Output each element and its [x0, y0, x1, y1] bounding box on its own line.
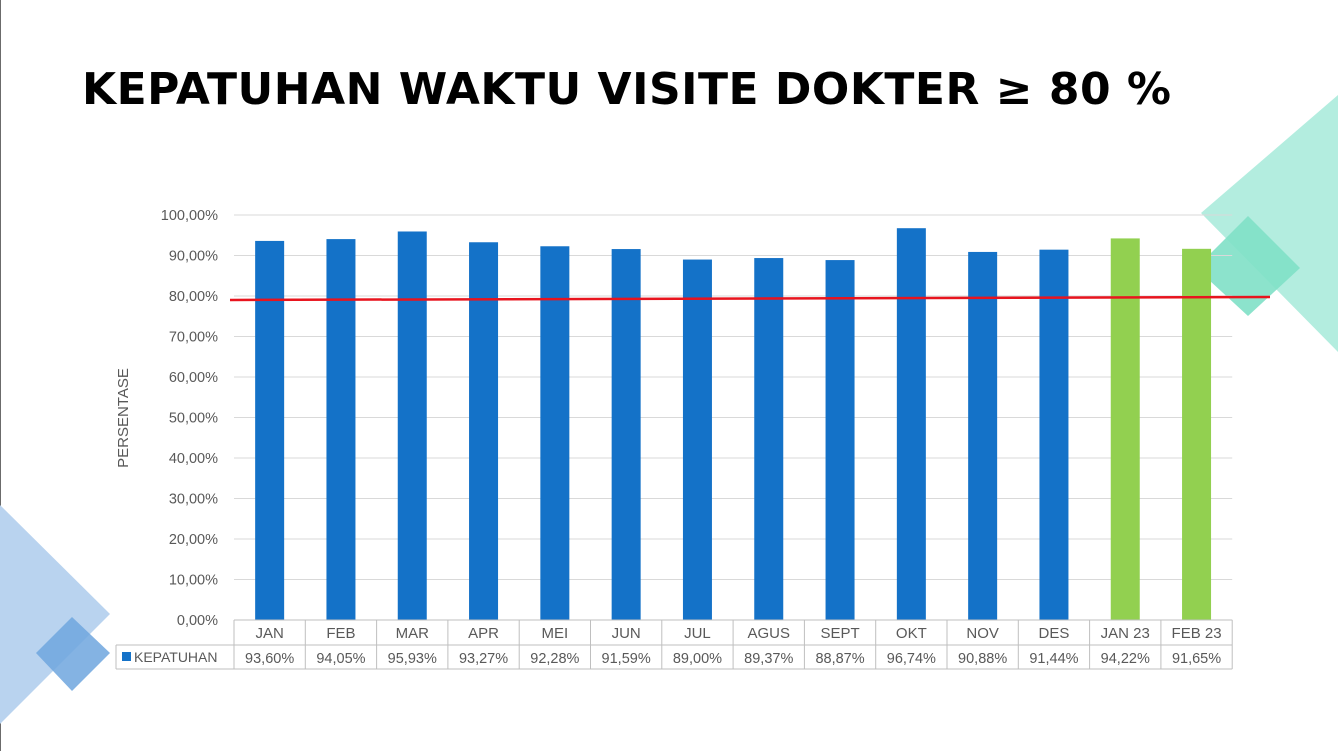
x-category-label: AGUS — [747, 625, 790, 642]
bar — [326, 239, 356, 620]
bar — [968, 251, 998, 620]
slide-left-edge — [0, 0, 1, 751]
y-axis-ticks: 0,00% 10,00% 20,00% 30,00% 40,00% 50,00% 60,00… — [161, 208, 218, 629]
bar — [611, 249, 641, 621]
slide-title: KEPATUHAN WAKTU VISITE DOKTER ≥ 80 % — [82, 64, 1172, 115]
data-value-label: 93,27% — [459, 651, 508, 667]
data-value-label: 94,05% — [316, 651, 365, 667]
x-category-label: JAN — [255, 625, 283, 642]
x-category-label: FEB 23 — [1172, 625, 1222, 642]
data-value-label: 93,60% — [245, 651, 294, 667]
y-tick-label: 80,00% — [169, 289, 218, 305]
gridlines — [234, 214, 1233, 621]
x-category-label: APR — [468, 625, 499, 642]
data-value-label: 90,88% — [958, 651, 1007, 667]
bar — [896, 228, 926, 620]
bar — [540, 246, 570, 621]
x-category-label: JUL — [684, 625, 711, 642]
y-tick-label: 70,00% — [169, 330, 218, 346]
x-category-label: DES — [1039, 625, 1070, 642]
y-tick-label: 60,00% — [169, 370, 218, 386]
bar — [1182, 248, 1212, 620]
data-value-label: 92,28% — [530, 651, 579, 667]
deco-diamond-teal-small — [1196, 216, 1300, 316]
data-value-label: 88,87% — [815, 651, 864, 667]
x-category-label: JUN — [612, 625, 641, 642]
x-category-label: OKT — [896, 625, 927, 642]
target-line — [229, 295, 1271, 302]
x-category-label: MEI — [542, 625, 569, 642]
x-category-label: NOV — [966, 625, 999, 642]
target-line-group — [229, 295, 1271, 302]
y-tick-label: 50,00% — [169, 411, 218, 427]
y-tick-label: 10,00% — [169, 573, 218, 589]
y-tick-label: 100,00% — [161, 208, 218, 224]
data-value-label: 89,37% — [744, 651, 793, 667]
deco-diamond-blue-large — [0, 505, 110, 724]
bar — [469, 242, 499, 620]
bar — [682, 259, 712, 620]
y-tick-label: 0,00% — [177, 613, 218, 629]
bars — [255, 228, 1212, 621]
bar — [1110, 238, 1140, 620]
x-category-label: FEB — [326, 625, 355, 642]
x-category-label: JAN 23 — [1101, 625, 1150, 642]
data-value-label: 91,44% — [1029, 651, 1078, 667]
legend-swatch — [122, 652, 131, 661]
bar — [1039, 249, 1069, 620]
bar — [825, 260, 855, 620]
y-tick-label: 20,00% — [169, 532, 218, 548]
x-category-label: MAR — [396, 625, 430, 642]
bar — [397, 231, 427, 620]
bar — [754, 258, 784, 620]
bar — [255, 240, 285, 621]
y-tick-label: 90,00% — [169, 249, 218, 265]
data-value-label: 94,22% — [1101, 651, 1150, 667]
y-tick-label: 40,00% — [169, 451, 218, 467]
deco-diamond-teal-large — [1201, 95, 1338, 352]
data-value-label: 91,59% — [602, 651, 651, 667]
data-value-label: 95,93% — [388, 651, 437, 667]
data-table: KEPATUHAN JAN 93,60% FEB 94,05% MAR 95,93% APR 9… — [115, 619, 1233, 670]
legend-label: KEPATUHAN — [134, 649, 218, 665]
data-value-label: 91,65% — [1172, 651, 1221, 667]
x-category-label: SEPT — [820, 625, 859, 642]
y-axis-label: PERSENTASE — [115, 368, 132, 468]
data-value-label: 89,00% — [673, 651, 722, 667]
data-value-label: 96,74% — [887, 651, 936, 667]
y-tick-label: 30,00% — [169, 492, 218, 508]
deco-diamond-blue-small — [36, 617, 110, 691]
